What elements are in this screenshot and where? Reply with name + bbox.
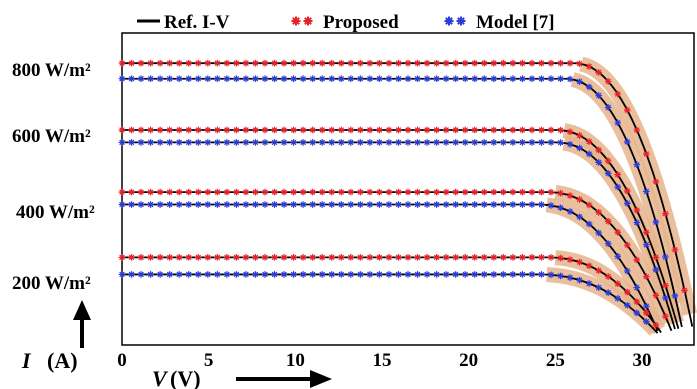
x-tick-label: 30 bbox=[633, 350, 652, 371]
proposed-markers bbox=[118, 254, 660, 329]
irradiance-label-200: 200 W/m² bbox=[12, 273, 91, 294]
x-tick-label: 5 bbox=[204, 350, 214, 371]
legend-proposed-label: Proposed bbox=[323, 12, 399, 33]
model-markers bbox=[118, 201, 650, 310]
irradiance-label-600: 600 W/m² bbox=[12, 126, 91, 147]
legend-proposed-swatch bbox=[291, 16, 313, 26]
model-markers bbox=[118, 139, 669, 302]
proposed-markers bbox=[118, 126, 669, 289]
y-axis-label: I bbox=[21, 348, 32, 373]
curves-layer bbox=[118, 59, 694, 334]
x-tick-label: 20 bbox=[459, 350, 478, 371]
legend-model-swatch bbox=[444, 16, 466, 26]
legend-ref-label: Ref. I-V bbox=[164, 12, 230, 33]
x-axis-arrow bbox=[236, 370, 332, 388]
proposed-markers bbox=[118, 188, 669, 320]
x-tick-label: 10 bbox=[286, 350, 305, 371]
legend: Ref. I-V Proposed Model [7] bbox=[137, 12, 555, 33]
x-axis-label: V bbox=[152, 366, 169, 389]
irradiance-label-400: 400 W/m² bbox=[16, 202, 95, 223]
x-axis-unit: (V) bbox=[170, 366, 201, 389]
model-markers bbox=[118, 75, 679, 300]
model-markers bbox=[118, 271, 650, 325]
irradiance-label-800: 800 W/m² bbox=[12, 60, 91, 81]
y-axis-unit: (A) bbox=[47, 348, 78, 373]
x-tick-labels: 0 5 10 15 20 25 30 bbox=[117, 350, 651, 371]
x-tick-label: 25 bbox=[546, 350, 565, 371]
y-axis-arrow bbox=[73, 300, 91, 348]
legend-model-label: Model [7] bbox=[476, 12, 555, 33]
proposed-markers bbox=[118, 59, 688, 294]
x-tick-label: 15 bbox=[373, 350, 392, 371]
x-tick-label: 0 bbox=[117, 350, 127, 371]
